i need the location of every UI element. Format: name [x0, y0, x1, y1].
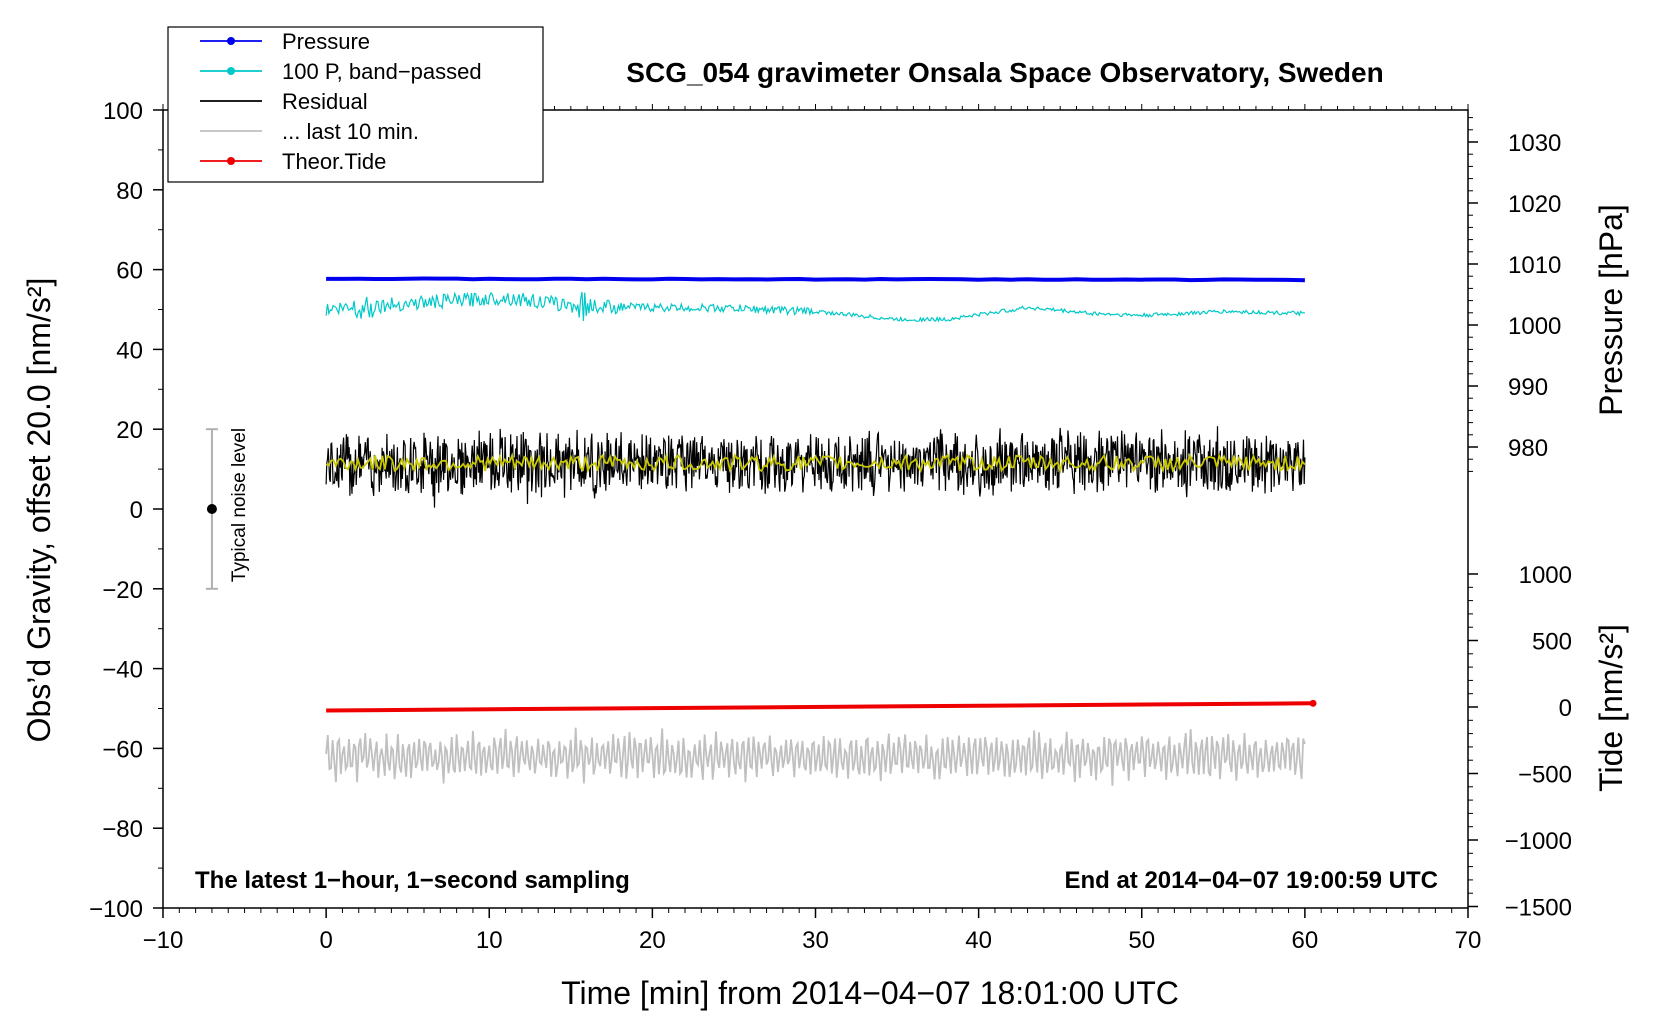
y-tick-label: 60 [116, 258, 143, 285]
y-tick-label: −20 [102, 577, 143, 604]
tick-layer: −10 0 10 20 30 40 50 60 70−100−80−60−40−20020406… [89, 98, 1572, 954]
y-tick-label: 20 [116, 417, 143, 444]
noise-label: Typical noise level [229, 428, 250, 582]
y-tick-label: 0 [130, 497, 143, 524]
x-tick-label: 40 [965, 927, 992, 954]
chart-title: SCG_054 gravimeter Onsala Space Observat… [626, 57, 1383, 88]
legend-label: Residual [282, 89, 368, 114]
bandpassed-pressure-line [325, 291, 1305, 323]
pressure-tick-label: 1010 [1508, 252, 1561, 279]
plot-frame [162, 109, 1469, 909]
residual-line [325, 426, 1306, 508]
axes-layer [162, 109, 1469, 909]
y-tick-label: 40 [116, 337, 143, 364]
pressure-axis-title: Pressure [hPa] [1593, 204, 1629, 416]
legend-label: 100 P, band−passed [282, 59, 482, 84]
noise-bar-center [206, 504, 217, 514]
y-tick-label: −60 [102, 736, 143, 763]
theoretical-tide-line [326, 701, 1314, 713]
pressure-tick-label: 1000 [1508, 313, 1561, 340]
x-tick-label: 50 [1128, 927, 1155, 954]
sampling-annotation: The latest 1−hour, 1−second sampling [195, 867, 630, 894]
y-tick-label: −100 [89, 896, 143, 923]
x-tick-label: 30 [802, 927, 829, 954]
x-axis-title: Time [min] from 2014−04−07 18:01:00 UTC [561, 975, 1179, 1011]
noise-indicator [205, 428, 218, 590]
x-tick-label: 60 [1292, 927, 1319, 954]
tide-end-point [1309, 699, 1317, 707]
x-tick-label: 0 [319, 927, 332, 954]
pressure-tick-label: 990 [1508, 374, 1548, 401]
y-tick-label: 80 [116, 178, 143, 205]
pressure-tick-label: 1030 [1508, 130, 1561, 157]
legend-marker [227, 157, 235, 165]
x-tick-label: −10 [143, 927, 184, 954]
legend-label: Pressure [282, 29, 370, 54]
x-tick-label: 10 [476, 927, 503, 954]
tide-tick-label: 1000 [1519, 562, 1572, 589]
residual-smoothed-line [325, 452, 1306, 475]
series-layer [325, 276, 1317, 786]
legend-marker [227, 67, 235, 75]
legend-marker [227, 37, 235, 45]
legend-label: Theor.Tide [282, 149, 386, 174]
end-time-annotation: End at 2014−04−07 19:00:59 UTC [1064, 867, 1438, 894]
tide-tick-label: 0 [1559, 695, 1572, 722]
tide-tick-label: 500 [1532, 629, 1572, 656]
x-tick-label: 20 [639, 927, 666, 954]
y-axis-title: Obs’d Gravity, offset 20.0 [nm/s²] [21, 278, 57, 743]
pressure-tick-label: 1020 [1508, 191, 1561, 218]
y-tick-label: −40 [102, 657, 143, 684]
legend-label: ... last 10 min. [282, 119, 419, 144]
legend-box [167, 26, 544, 183]
tide-tick-label: −1500 [1505, 895, 1572, 922]
tide-tick-label: −1000 [1505, 828, 1572, 855]
tide-tick-label: −500 [1518, 762, 1572, 789]
x-tick-label: 70 [1455, 927, 1482, 954]
pressure-tick-label: 980 [1508, 435, 1548, 462]
legend: Pressure 100 P, band−passed Residual ... la… [167, 26, 544, 183]
y-tick-label: 100 [103, 98, 143, 125]
tide-axis-title: Tide [nm/s²] [1593, 624, 1629, 792]
last-10-min-line [325, 727, 1306, 786]
pressure-line [326, 276, 1305, 283]
y-tick-label: −80 [102, 816, 143, 843]
